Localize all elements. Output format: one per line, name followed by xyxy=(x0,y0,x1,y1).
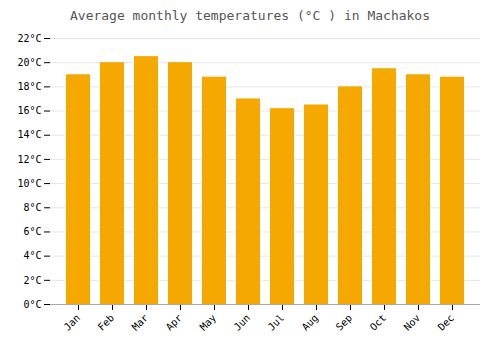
svg-text:6°C: 6°C xyxy=(23,226,41,237)
svg-text:4°C: 4°C xyxy=(23,250,41,261)
svg-text:Nov: Nov xyxy=(402,312,423,333)
svg-text:0°C: 0°C xyxy=(23,299,41,310)
svg-text:May: May xyxy=(198,312,219,333)
svg-text:16°C: 16°C xyxy=(17,105,41,116)
svg-text:12°C: 12°C xyxy=(17,154,41,165)
svg-text:8°C: 8°C xyxy=(23,202,41,213)
svg-text:Jul: Jul xyxy=(266,312,287,333)
svg-text:20°C: 20°C xyxy=(17,57,41,68)
svg-text:Apr: Apr xyxy=(164,312,185,333)
svg-text:14°C: 14°C xyxy=(17,129,41,140)
svg-text:Sep: Sep xyxy=(334,312,355,333)
svg-text:Mar: Mar xyxy=(130,312,151,333)
svg-text:2°C: 2°C xyxy=(23,275,41,286)
html-text:Average monthly temperatures (: Average monthly temperatures (°C ) in Ma… xyxy=(70,8,430,23)
svg-text:22°C: 22°C xyxy=(17,33,41,44)
svg-text:Oct: Oct xyxy=(368,312,389,333)
svg-text:Aug: Aug xyxy=(300,312,321,333)
svg-text:Jan: Jan xyxy=(62,312,83,333)
svg-text:Dec: Dec xyxy=(436,312,457,333)
svg-text:Feb: Feb xyxy=(96,312,117,333)
svg-text:10°C: 10°C xyxy=(17,178,41,189)
svg-text:18°C: 18°C xyxy=(17,81,41,92)
svg-text:Jun: Jun xyxy=(232,312,253,333)
